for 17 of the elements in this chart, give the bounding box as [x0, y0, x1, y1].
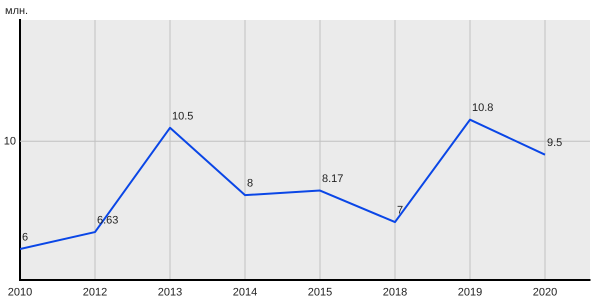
- data-label: 8: [247, 178, 254, 190]
- x-tick-label: 2014: [232, 286, 258, 299]
- x-tick-label: 2012: [82, 286, 108, 299]
- x-tick-label: 2013: [158, 286, 182, 299]
- y-axis-title: млн.: [5, 5, 28, 17]
- data-label: 10.5: [172, 110, 194, 122]
- x-tick-label: 2018: [382, 286, 408, 299]
- x-tick-label: 2010: [8, 286, 32, 299]
- x-tick-label: 2020: [532, 286, 558, 299]
- data-label: 7: [397, 204, 404, 217]
- data-label: 9.5: [547, 137, 562, 150]
- x-tick-label: 2019: [458, 286, 482, 299]
- data-label: 6: [22, 232, 28, 244]
- data-label: 10.8: [472, 102, 494, 114]
- ref-line-label: 10: [4, 135, 16, 148]
- data-label: 8.17: [322, 173, 344, 186]
- x-tick-label: 2015: [308, 286, 332, 299]
